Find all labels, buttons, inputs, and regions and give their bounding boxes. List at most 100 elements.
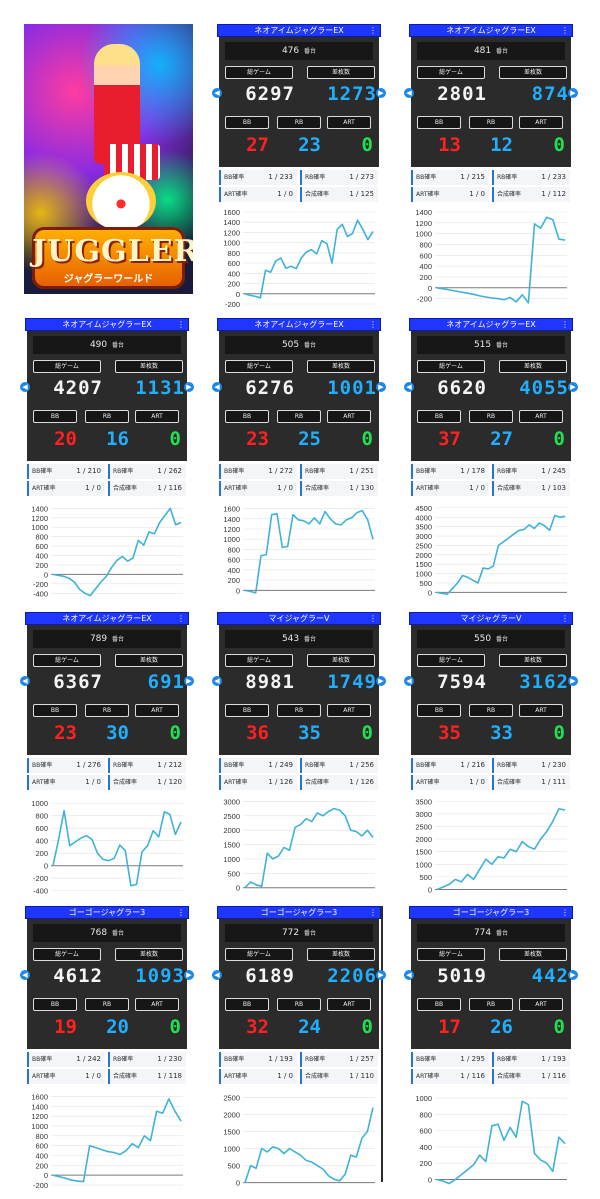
prev-arrow-icon[interactable]: ◀ <box>212 382 222 392</box>
diff-button[interactable]: 差枚数 <box>499 360 567 373</box>
next-arrow-icon[interactable]: ▶ <box>568 970 578 980</box>
bb-button[interactable]: BB <box>225 998 269 1011</box>
rb-button[interactable]: RB <box>469 410 513 423</box>
rate-value: 1 / 178 <box>460 467 485 475</box>
total-games-button[interactable]: 総ゲーム <box>33 360 101 373</box>
rb-button[interactable]: RB <box>469 998 513 1011</box>
prev-arrow-icon[interactable]: ◀ <box>404 88 414 98</box>
prev-arrow-icon[interactable]: ◀ <box>404 970 414 980</box>
total-games-button[interactable]: 総ゲーム <box>225 654 293 667</box>
machine-card: ネオアイムジャグラーEX ⋮ 490 番台 総ゲーム 差枚数 4207 1131 BB RB AR… <box>20 318 194 608</box>
bb-rate-row: BB確率 1 / 295 <box>411 1052 489 1067</box>
y-tick-label: 1400 <box>31 1102 48 1111</box>
total-games-button[interactable]: 総ゲーム <box>417 948 485 961</box>
machine-titlebar: ゴーゴージャグラー3 ⋮ <box>217 906 381 919</box>
total-games-button[interactable]: 総ゲーム <box>33 948 101 961</box>
menu-dots-icon[interactable]: ⋮ <box>561 320 569 329</box>
art-button[interactable]: ART <box>135 704 179 717</box>
bb-button[interactable]: BB <box>225 704 269 717</box>
bb-button[interactable]: BB <box>417 998 461 1011</box>
bb-button[interactable]: BB <box>417 116 461 129</box>
bb-button[interactable]: BB <box>417 704 461 717</box>
rb-button[interactable]: RB <box>277 704 321 717</box>
diff-button[interactable]: 差枚数 <box>115 360 183 373</box>
total-games-display: 6620 <box>437 377 487 399</box>
next-arrow-icon[interactable]: ▶ <box>376 970 386 980</box>
menu-dots-icon[interactable]: ⋮ <box>369 908 377 917</box>
total-games-button[interactable]: 総ゲーム <box>225 66 293 79</box>
bb-button[interactable]: BB <box>417 410 461 423</box>
menu-dots-icon[interactable]: ⋮ <box>561 908 569 917</box>
machine-number: 490 番台 <box>33 336 181 354</box>
menu-dots-icon[interactable]: ⋮ <box>177 320 185 329</box>
diff-button[interactable]: 差枚数 <box>499 654 567 667</box>
art-button[interactable]: ART <box>327 410 371 423</box>
prev-arrow-icon[interactable]: ◀ <box>20 382 30 392</box>
menu-dots-icon[interactable]: ⋮ <box>177 614 185 623</box>
menu-dots-icon[interactable]: ⋮ <box>561 26 569 35</box>
art-button[interactable]: ART <box>327 116 371 129</box>
total-games-button[interactable]: 総ゲーム <box>417 66 485 79</box>
next-arrow-icon[interactable]: ▶ <box>568 676 578 686</box>
prev-arrow-icon[interactable]: ◀ <box>404 676 414 686</box>
total-games-button[interactable]: 総ゲーム <box>225 948 293 961</box>
next-arrow-icon[interactable]: ▶ <box>376 88 386 98</box>
total-games-button[interactable]: 総ゲーム <box>225 360 293 373</box>
rb-button[interactable]: RB <box>277 410 321 423</box>
art-button[interactable]: ART <box>327 998 371 1011</box>
diff-button[interactable]: 差枚数 <box>307 66 375 79</box>
next-arrow-icon[interactable]: ▶ <box>184 382 194 392</box>
rate-label: 合成確率 <box>113 779 138 786</box>
art-button[interactable]: ART <box>135 410 179 423</box>
menu-dots-icon[interactable]: ⋮ <box>561 614 569 623</box>
diff-button[interactable]: 差枚数 <box>499 66 567 79</box>
rb-button[interactable]: RB <box>85 998 129 1011</box>
art-button[interactable]: ART <box>519 998 563 1011</box>
bb-button[interactable]: BB <box>225 116 269 129</box>
prev-arrow-icon[interactable]: ◀ <box>20 676 30 686</box>
next-arrow-icon[interactable]: ▶ <box>568 382 578 392</box>
diff-button[interactable]: 差枚数 <box>307 948 375 961</box>
total-games-button[interactable]: 総ゲーム <box>33 654 101 667</box>
menu-dots-icon[interactable]: ⋮ <box>369 320 377 329</box>
next-arrow-icon[interactable]: ▶ <box>184 676 194 686</box>
rb-button[interactable]: RB <box>469 704 513 717</box>
diff-button[interactable]: 差枚数 <box>307 360 375 373</box>
prev-arrow-icon[interactable]: ◀ <box>212 970 222 980</box>
diff-button[interactable]: 差枚数 <box>499 948 567 961</box>
total-games-button[interactable]: 総ゲーム <box>417 360 485 373</box>
rb-button[interactable]: RB <box>85 410 129 423</box>
diff-button[interactable]: 差枚数 <box>115 654 183 667</box>
rb-button[interactable]: RB <box>277 116 321 129</box>
art-button[interactable]: ART <box>519 704 563 717</box>
rate-label: 合成確率 <box>497 485 522 492</box>
rb-button[interactable]: RB <box>277 998 321 1011</box>
next-arrow-icon[interactable]: ▶ <box>376 676 386 686</box>
art-button[interactable]: ART <box>327 704 371 717</box>
rb-button[interactable]: RB <box>469 116 513 129</box>
prev-arrow-icon[interactable]: ◀ <box>212 676 222 686</box>
prev-arrow-icon[interactable]: ◀ <box>404 382 414 392</box>
next-arrow-icon[interactable]: ▶ <box>376 382 386 392</box>
art-button[interactable]: ART <box>519 116 563 129</box>
menu-dots-icon[interactable]: ⋮ <box>369 26 377 35</box>
prev-arrow-icon[interactable]: ◀ <box>20 970 30 980</box>
bb-button[interactable]: BB <box>33 704 77 717</box>
rate-label: ART確率 <box>224 1073 248 1080</box>
menu-dots-icon[interactable]: ⋮ <box>177 908 185 917</box>
next-arrow-icon[interactable]: ▶ <box>184 970 194 980</box>
total-games-button[interactable]: 総ゲーム <box>417 654 485 667</box>
next-arrow-icon[interactable]: ▶ <box>568 88 578 98</box>
bb-button[interactable]: BB <box>33 410 77 423</box>
menu-dots-icon[interactable]: ⋮ <box>369 614 377 623</box>
diff-button[interactable]: 差枚数 <box>115 948 183 961</box>
diff-button[interactable]: 差枚数 <box>307 654 375 667</box>
y-tick-label: 500 <box>227 1162 240 1171</box>
art-button[interactable]: ART <box>135 998 179 1011</box>
bb-button[interactable]: BB <box>33 998 77 1011</box>
rb-button[interactable]: RB <box>85 704 129 717</box>
art-button[interactable]: ART <box>519 410 563 423</box>
bb-button[interactable]: BB <box>225 410 269 423</box>
rb-count-display: 26 <box>490 1016 513 1038</box>
prev-arrow-icon[interactable]: ◀ <box>212 88 222 98</box>
